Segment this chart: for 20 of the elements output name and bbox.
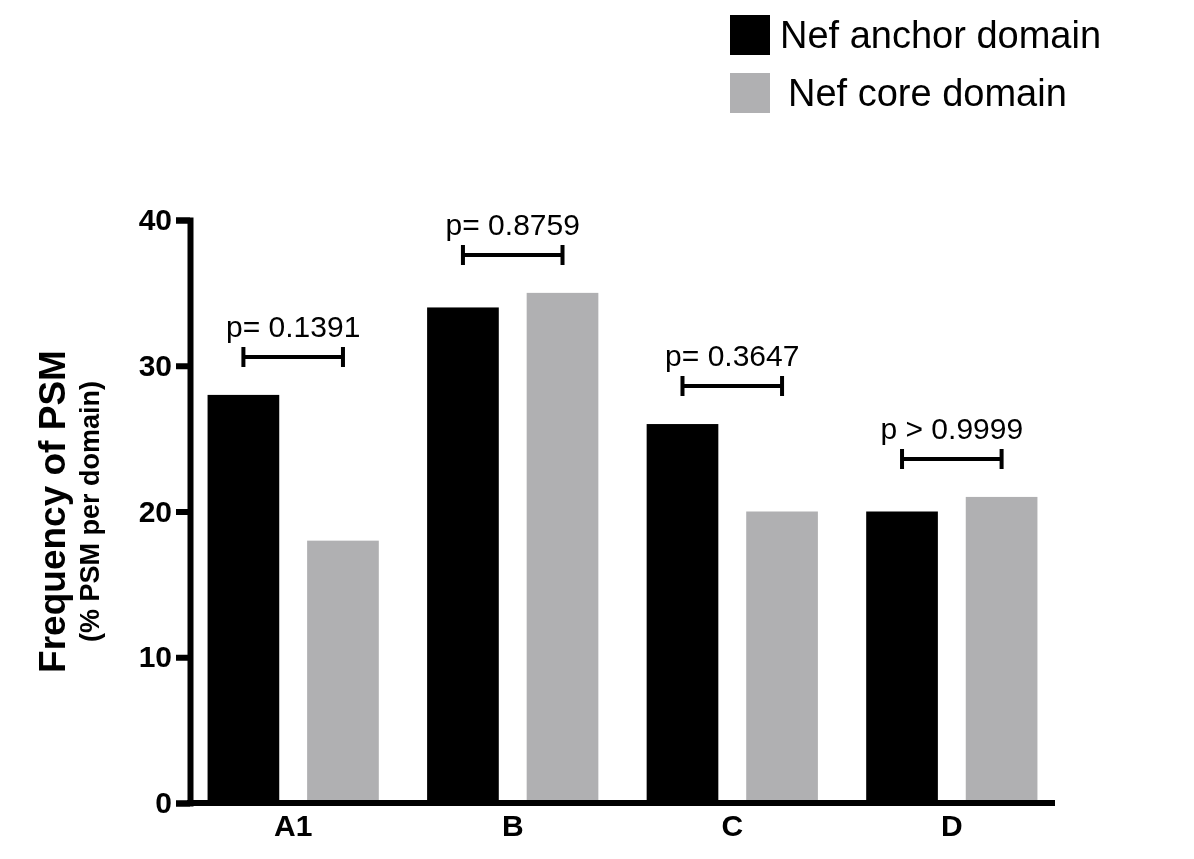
- x-tick-label: A1: [274, 809, 313, 843]
- y-tick-label: 0: [155, 786, 172, 820]
- y-tick-label: 10: [138, 640, 172, 674]
- legend-label: Nef anchor domain: [780, 14, 1102, 56]
- bar: [307, 540, 379, 803]
- x-tick-label: C: [721, 809, 744, 843]
- annotation: p= 0.3647: [665, 339, 800, 373]
- y-tick-label: 30: [138, 348, 172, 382]
- annotation: p= 0.8759: [445, 207, 580, 241]
- x-tick-label: B: [501, 809, 524, 843]
- y-tick-label: 40: [138, 203, 172, 237]
- legend-label: Nef core domain: [788, 72, 1067, 114]
- bar: [965, 496, 1038, 803]
- x-tick-label: D: [940, 809, 963, 843]
- bar: [526, 292, 599, 803]
- y-tick-label: 20: [138, 494, 172, 528]
- annotation: p= 0.1391: [226, 309, 361, 343]
- annotation: p > 0.9999: [880, 411, 1024, 445]
- bar: [746, 511, 818, 803]
- y-axis-title: Frequency of PSM (% PSM per domain): [32, 350, 105, 673]
